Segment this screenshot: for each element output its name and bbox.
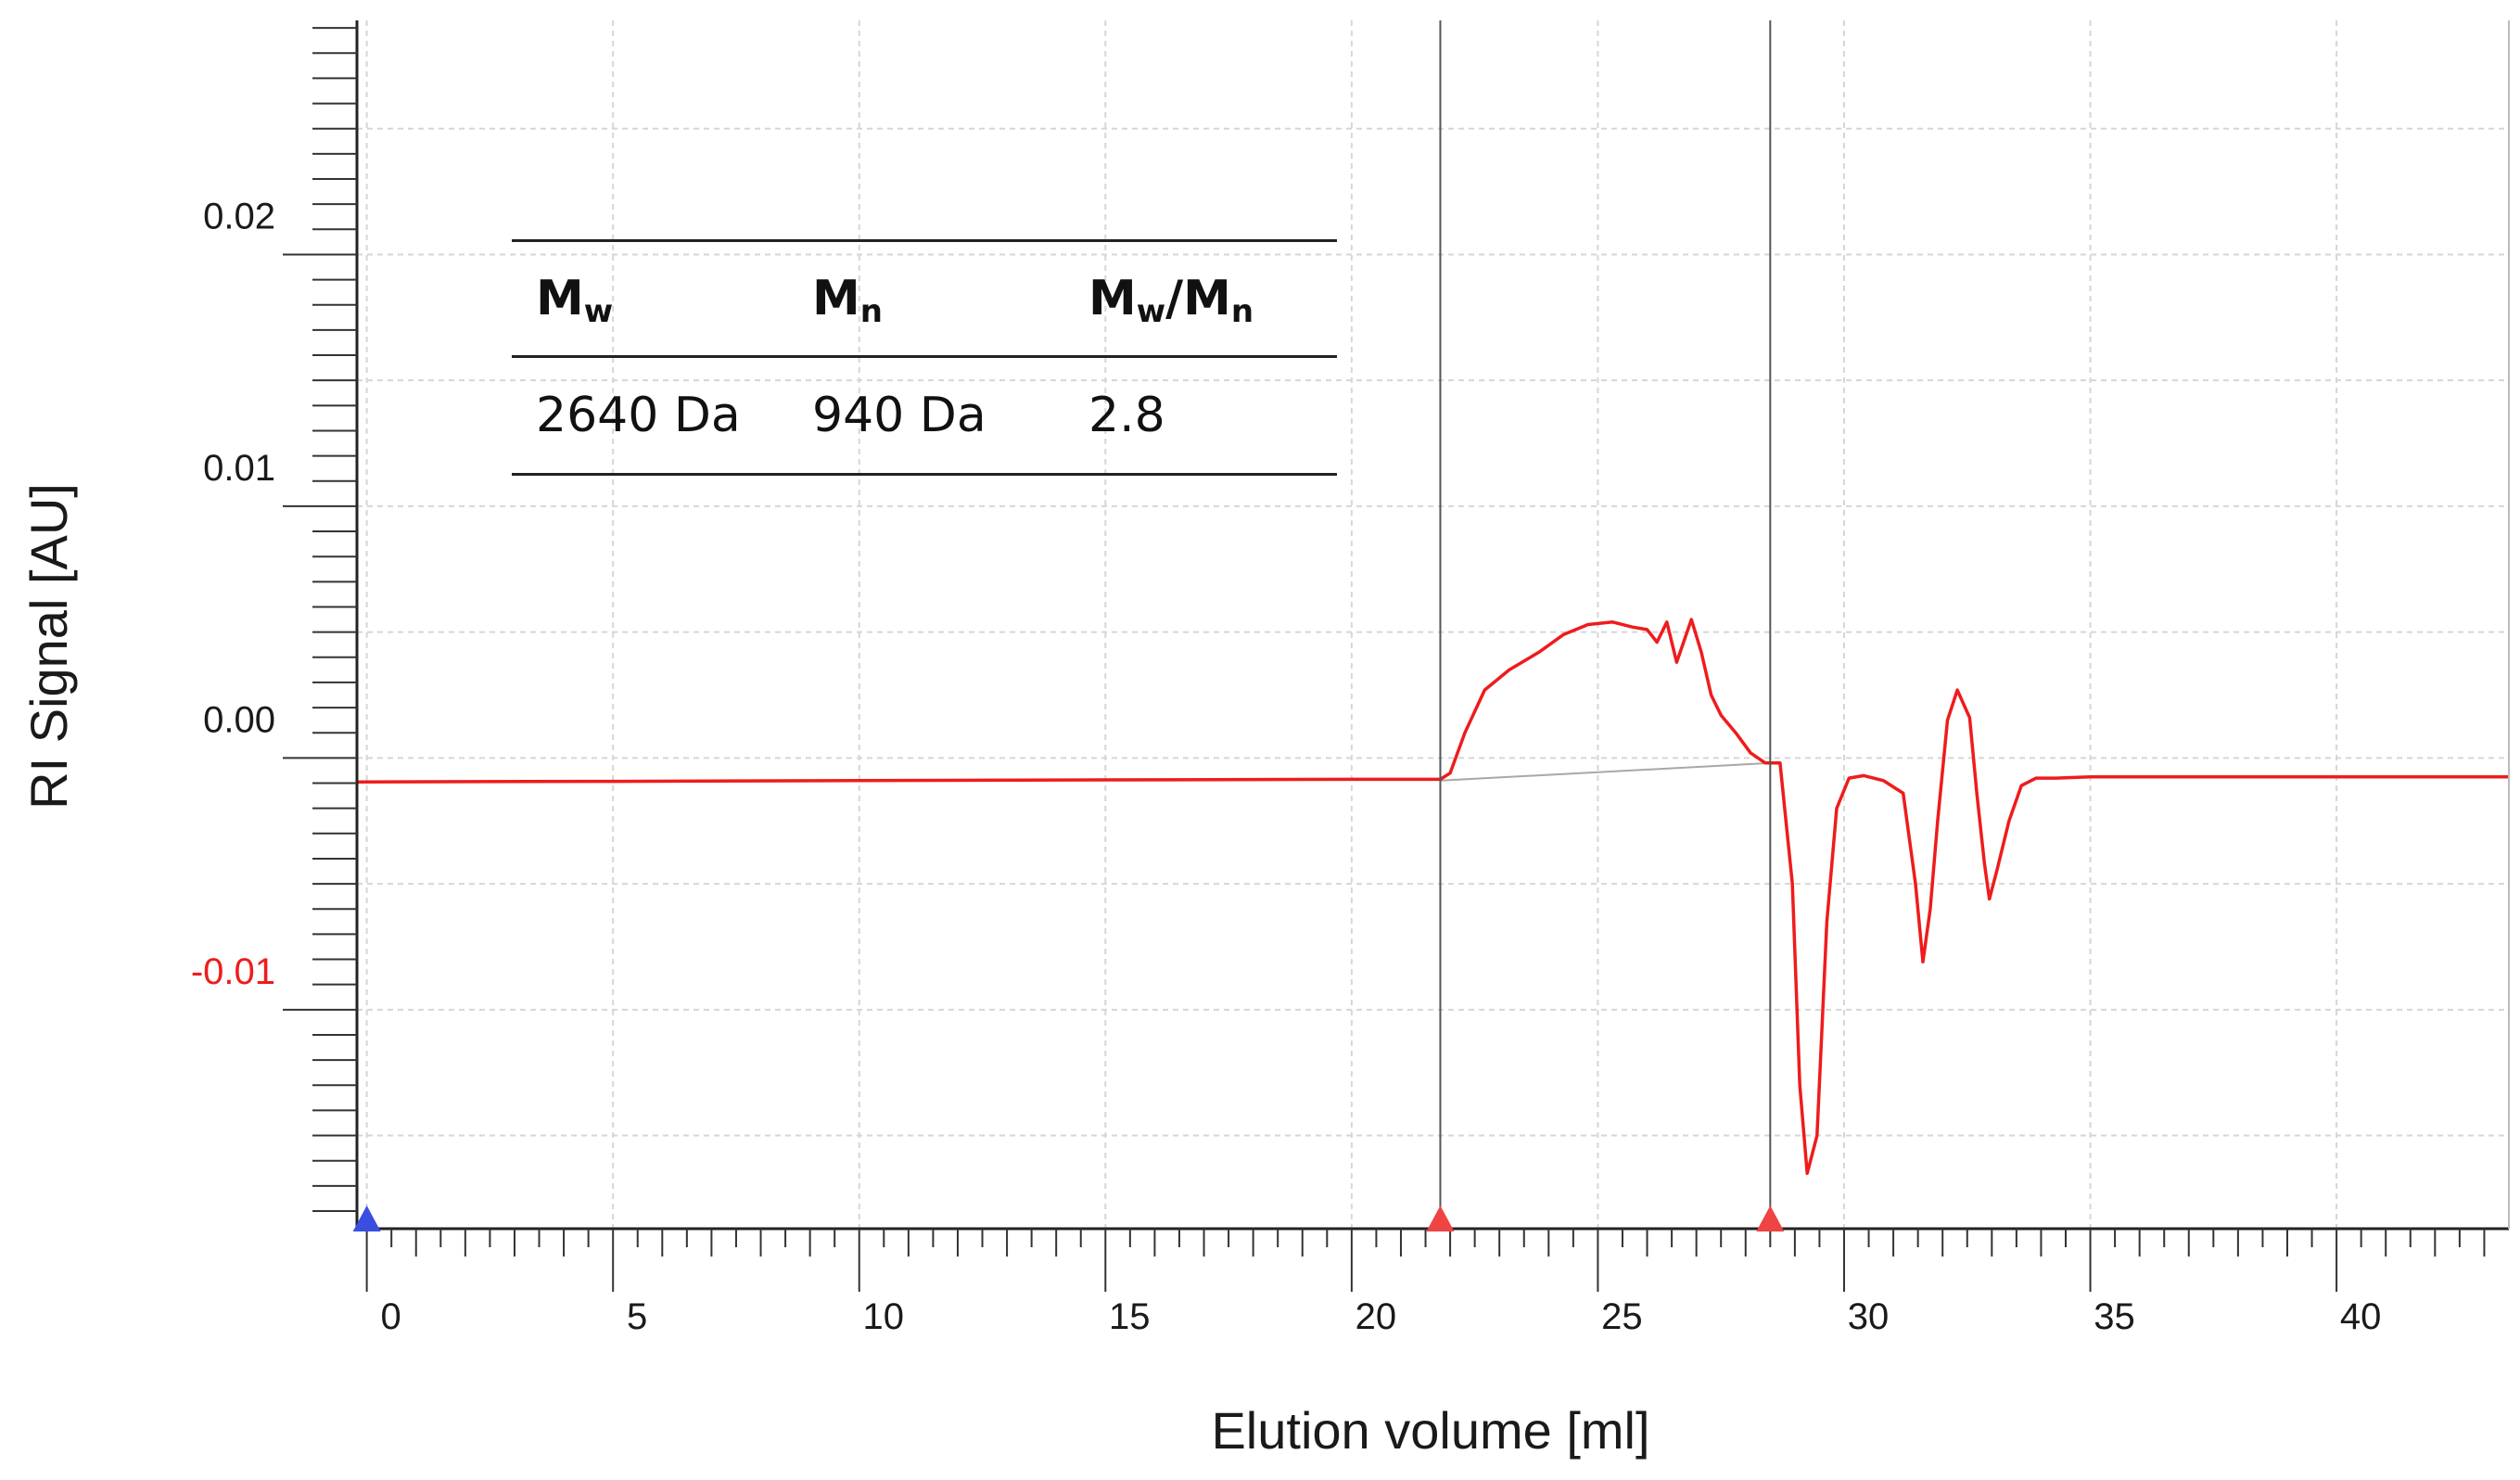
table-bottom-rule [512,473,1337,476]
x-tick-label: 40 [2340,1296,2382,1337]
y-axis-title: RI Signal [AU] [19,483,78,810]
header-mn: Mn [812,271,883,330]
y-tick-label: 0.00 [203,699,275,740]
x-tick-label: 25 [1601,1296,1643,1337]
value-pdi: 2.8 [1088,388,1165,443]
header-mw: Mw [536,271,614,330]
y-tick-label: 0.02 [203,196,275,236]
markers [352,1206,1785,1231]
baseline-line [1440,761,1771,782]
limit-marker [1426,1206,1455,1231]
series-line [356,618,2509,1176]
value-mn: 940 Da [812,388,986,443]
table-top-rule [512,239,1337,242]
x-tick-label: 15 [1109,1296,1151,1337]
limit-marker [1756,1206,1785,1231]
x-tick-label: 0 [380,1296,401,1337]
integration-limits [1439,20,1772,1229]
axes [283,20,2510,1292]
tick-labels: 0 5 10 15 20 25 30 35 40 0.02 0.01 0.00 -0.01 [191,196,2382,1337]
table-header-row: Mw Mn Mw/Mn [512,242,1337,355]
table-mid-rule [512,355,1337,358]
value-mw: 2640 Da [536,388,741,443]
grid [357,20,2509,1229]
series-layer [356,618,2509,1176]
x-tick-label: 30 [1848,1296,1890,1337]
molecular-weight-table: Mw Mn Mw/Mn 2640 Da 940 Da 2.8 [512,239,1337,476]
injection-marker [352,1206,381,1231]
y-tick-label: -0.01 [191,951,275,992]
x-tick-label: 35 [2094,1296,2135,1337]
x-tick-label: 10 [862,1296,904,1337]
y-tick-label: 0.01 [203,448,275,489]
x-axis-title: Elution volume [ml] [1211,1401,1649,1460]
baseline [1440,761,1771,782]
x-tick-label: 20 [1355,1296,1397,1337]
table-value-row: 2640 Da 940 Da 2.8 [512,358,1337,473]
x-tick-label: 5 [627,1296,647,1337]
header-pdi: Mw/Mn [1088,271,1254,330]
